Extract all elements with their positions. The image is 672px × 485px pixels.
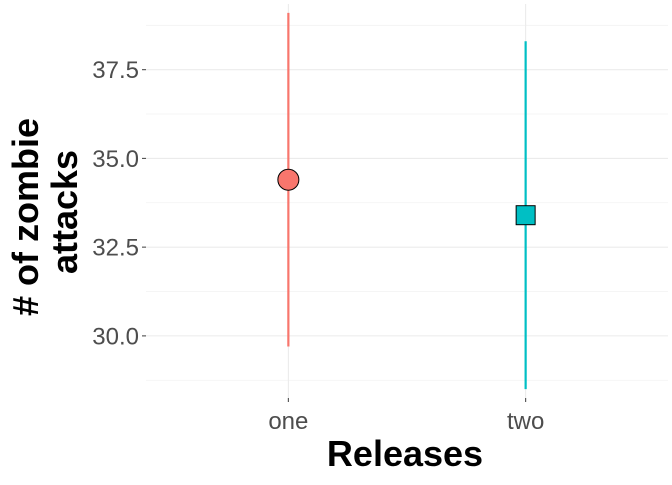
point-one [277,168,300,191]
y-axis-title-line-1: # of zombie [5,118,46,316]
y-tick-label: 32.5 [92,235,139,262]
x-axis-title: Releases [327,433,483,474]
y-tick-label: 30.0 [92,323,139,350]
point-two [515,205,536,226]
y-tick-label: 35.0 [92,146,139,173]
data-marks [277,12,536,390]
y-axis-title-line-2: attacks [44,150,85,274]
y-tick-label: 37.5 [92,57,139,84]
x-tick-label: one [268,408,308,435]
y-axis-title: # of zombie attacks [5,108,85,316]
grid [146,4,668,398]
x-tick-label: two [507,408,544,435]
y-axis: 30.0 32.5 35.0 37.5 [92,57,146,350]
x-axis: one two [268,398,544,435]
